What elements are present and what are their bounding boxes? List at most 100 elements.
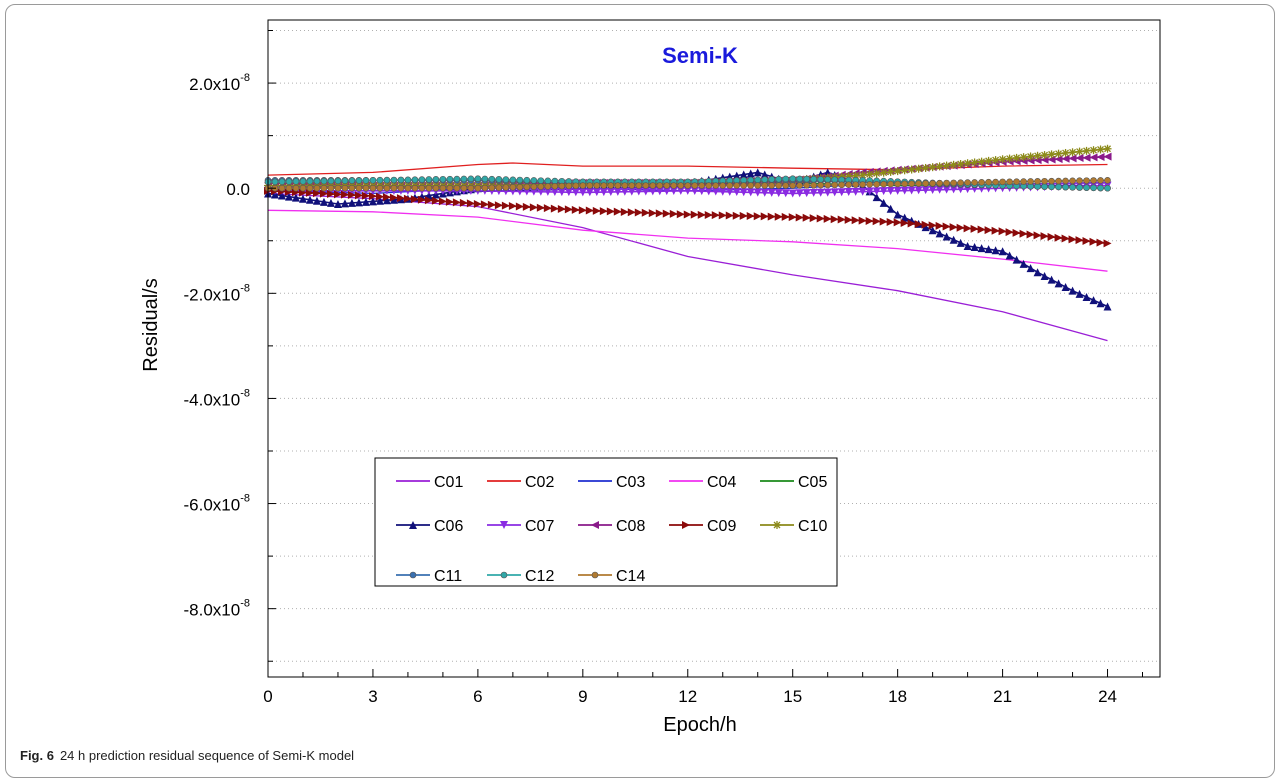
marker-triangle-right — [739, 211, 748, 220]
marker-circle — [572, 182, 580, 190]
marker-triangle-left — [1089, 153, 1098, 162]
marker-triangle-up — [970, 243, 979, 252]
marker-triangle-up — [900, 213, 909, 222]
marker-circle — [635, 182, 643, 189]
marker-triangle-up — [1040, 271, 1049, 280]
marker-circle — [922, 180, 929, 187]
marker-circle — [873, 181, 880, 188]
marker-triangle-left — [1096, 153, 1105, 162]
marker-triangle-right — [529, 203, 538, 212]
marker-circle — [1034, 178, 1041, 185]
marker-circle — [409, 571, 417, 579]
marker-triangle-up — [1096, 299, 1105, 308]
marker-triangle-right — [732, 211, 741, 220]
marker-circle — [292, 184, 300, 192]
legend-item-c06: C06 — [396, 518, 463, 535]
marker-triangle-down — [872, 187, 881, 196]
marker-triangle-right — [494, 201, 503, 210]
marker-triangle-right — [1075, 236, 1084, 245]
marker-circle — [411, 176, 419, 183]
marker-circle — [1104, 184, 1111, 192]
marker-circle — [565, 182, 573, 190]
marker-triangle-down — [585, 188, 594, 197]
y-tick-mantissa: -4.0x10 — [184, 390, 241, 409]
marker-circle — [768, 176, 776, 183]
marker-triangle-right — [781, 212, 790, 221]
y-tick-exponent: -8 — [240, 493, 250, 505]
marker-circle — [628, 182, 636, 189]
marker-triangle-up — [886, 204, 895, 213]
marker-circle — [677, 182, 685, 189]
marker-triangle-right — [893, 218, 902, 227]
marker-circle — [607, 182, 615, 189]
marker-circle — [908, 180, 915, 188]
marker-triangle-right — [578, 206, 587, 215]
y-axis-label: Residual/s — [140, 278, 162, 371]
marker-star-stroke — [992, 156, 1000, 164]
marker-triangle-up — [298, 194, 307, 203]
marker-circle — [1055, 183, 1062, 191]
marker-triangle-right — [935, 221, 944, 230]
x-axis-label: Epoch/h — [663, 714, 736, 736]
marker-circle — [439, 184, 447, 192]
marker-circle — [866, 181, 873, 188]
marker-triangle-right — [648, 209, 657, 218]
legend-item-c11: C11 — [396, 568, 462, 585]
marker-triangle-right — [536, 203, 545, 212]
marker-triangle-right — [690, 210, 699, 219]
marker-triangle-up — [409, 521, 417, 529]
marker-triangle-right — [900, 218, 909, 227]
marker-triangle-right — [431, 196, 440, 205]
marker-circle — [642, 182, 650, 189]
marker-circle — [852, 181, 859, 188]
marker-circle — [894, 180, 901, 188]
marker-circle — [467, 184, 475, 192]
marker-triangle-right — [634, 208, 643, 217]
marker-star — [1026, 152, 1035, 161]
marker-circle — [957, 179, 964, 187]
marker-circle — [698, 182, 706, 189]
marker-circle — [1006, 178, 1013, 186]
marker-triangle-right — [809, 214, 818, 223]
marker-circle — [299, 184, 307, 192]
marker-triangle-up — [984, 245, 993, 254]
marker-triangle-right — [879, 217, 888, 226]
marker-triangle-right — [774, 212, 783, 221]
marker-circle — [537, 177, 545, 184]
marker-triangle-right — [830, 215, 839, 224]
marker-circle — [712, 182, 720, 189]
marker-circle — [1020, 178, 1027, 185]
marker-circle — [719, 182, 727, 189]
marker-triangle-down — [956, 185, 965, 194]
marker-circle — [544, 177, 552, 185]
marker-star — [1089, 146, 1098, 155]
marker-triangle-down — [676, 186, 685, 195]
legend-item-c08: C08 — [578, 518, 645, 535]
marker-triangle-right — [585, 206, 594, 215]
marker-triangle-down — [550, 187, 559, 196]
marker-circle — [481, 175, 489, 183]
marker-triangle-up — [760, 170, 769, 179]
legend-item-c14: C14 — [578, 568, 645, 585]
marker-star — [977, 157, 986, 166]
marker-circle — [614, 182, 622, 189]
marker-circle — [789, 175, 797, 183]
marker-triangle-down — [500, 521, 508, 529]
marker-star-stroke — [887, 168, 895, 176]
plot-area-border — [267, 19, 1161, 678]
marker-triangle-down — [697, 187, 706, 196]
marker-triangle-right — [984, 226, 993, 235]
marker-triangle-up — [1089, 296, 1098, 305]
marker-triangle-up — [368, 197, 377, 206]
marker-star — [963, 159, 972, 168]
y-tick-exponent: -8 — [240, 387, 250, 399]
marker-star-stroke — [901, 166, 909, 174]
marker-triangle-right — [396, 194, 405, 203]
marker-circle — [1041, 177, 1048, 185]
series-c09 — [264, 186, 1112, 248]
series-markers — [264, 186, 1112, 248]
marker-triangle-right — [1019, 229, 1028, 238]
marker-triangle-left — [1061, 154, 1070, 163]
marker-circle — [502, 176, 510, 183]
marker-triangle-down — [760, 188, 769, 197]
